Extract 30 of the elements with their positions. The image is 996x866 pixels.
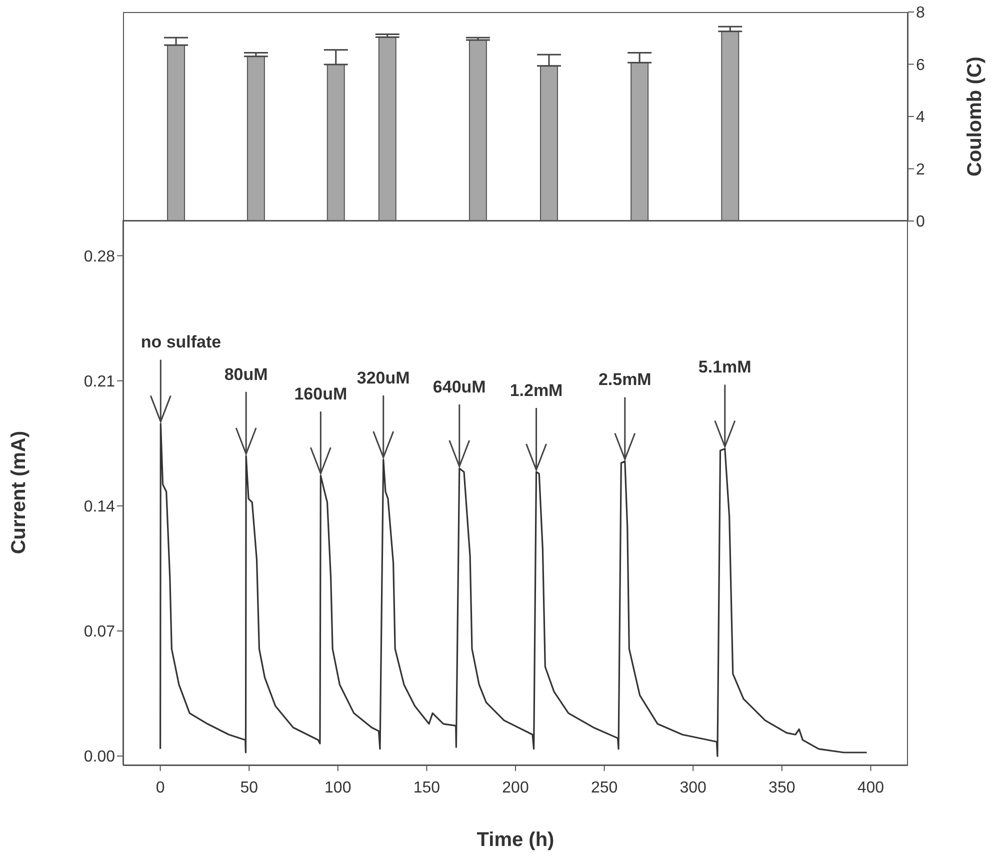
x-axis-title: Time (h) — [476, 829, 554, 851]
y-tick-label: 0.21 — [84, 374, 116, 390]
y-tick-label: 0.28 — [84, 248, 116, 266]
annotation: 320uM — [356, 368, 410, 388]
x-tick-label: 400 — [857, 779, 884, 796]
annotation: 80uM — [224, 364, 268, 384]
y-tick-label: 4 — [916, 109, 925, 126]
y-tick-label: 0.00 — [84, 748, 116, 766]
annotation: 2.5mM — [598, 370, 652, 390]
x-tick-label: 0 — [156, 779, 165, 796]
x-tick-label: 250 — [590, 779, 618, 796]
x-tick-label: 300 — [680, 779, 707, 796]
x-tick-label: 50 — [240, 779, 258, 796]
x-tick-label: 150 — [413, 779, 440, 796]
y-tick-label: 6 — [916, 56, 925, 74]
annotation: 1.2mM — [510, 380, 563, 400]
annotation: 640uM — [432, 377, 486, 396]
x-tick-label: 100 — [324, 779, 352, 796]
y-tick-label: 8 — [916, 4, 925, 22]
y-axis-title: Current (mA) — [8, 430, 30, 554]
y-tick-label: 0 — [916, 214, 925, 231]
annotation: 160uM — [294, 384, 348, 404]
annotation: no sulfate — [140, 332, 222, 352]
y-tick-label: 0.07 — [84, 624, 116, 641]
x-tick-label: 200 — [502, 779, 529, 796]
x-tick-label: 350 — [768, 779, 796, 796]
y-tick-label: 2 — [916, 161, 925, 178]
y-axis-title: Coulomb (C) — [964, 56, 986, 176]
annotation: 5.1mM — [698, 358, 752, 377]
y-tick-label: 0.14 — [84, 498, 116, 516]
